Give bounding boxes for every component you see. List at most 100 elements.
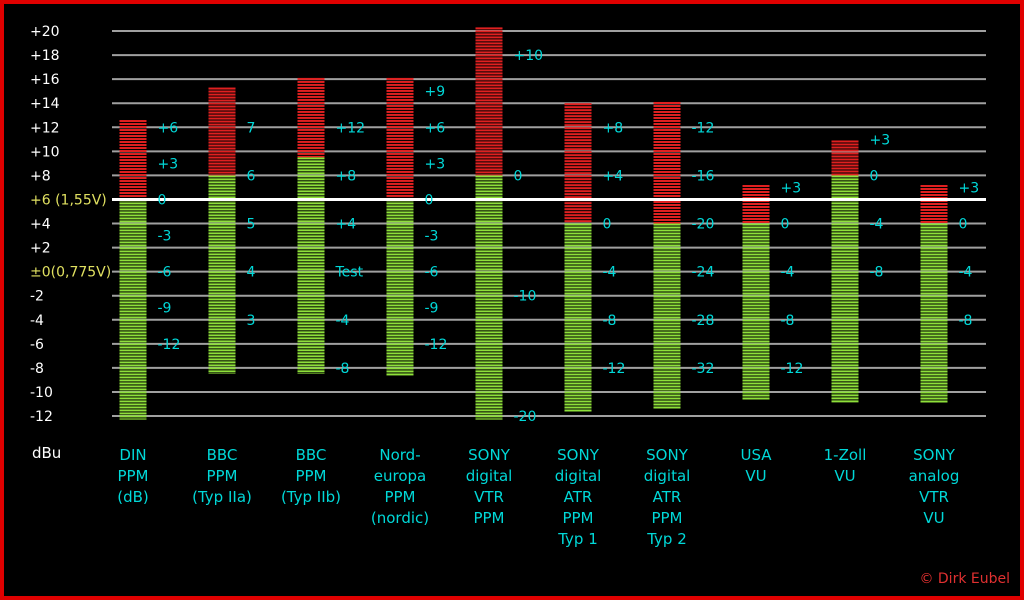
meter-scale-label: 0 — [781, 217, 790, 233]
meter-scale-label: 5 — [247, 217, 256, 233]
meter-bars — [119, 27, 948, 420]
meter-scale-label: -20 — [692, 217, 715, 233]
meter-scale-label: +10 — [514, 48, 544, 64]
meter-scale-label: -9 — [158, 301, 172, 317]
meter-scale-label: -3 — [425, 229, 439, 245]
meter-scale-label: 0 — [603, 217, 612, 233]
meter-scale-label: -12 — [425, 337, 448, 353]
meter-scale-label: +3 — [959, 180, 980, 196]
meter-scale-label: -9 — [425, 301, 439, 317]
meter-scale-label: -4 — [781, 265, 795, 281]
y-tick-label: +12 — [30, 120, 60, 136]
meter-scale-label: -10 — [514, 289, 537, 305]
y-axis-unit-label: dBu — [32, 444, 61, 462]
meter-scale-label: +8 — [603, 120, 624, 136]
y-tick-label: +6 (1,55V) — [30, 192, 107, 208]
y-tick-label: -10 — [30, 385, 53, 401]
copyright-notice: © Dirk Eubel — [919, 571, 1010, 587]
y-tick-label: -4 — [30, 313, 44, 329]
meter-scale-label: -6 — [158, 265, 172, 281]
meter-scale-label: -12 — [158, 337, 181, 353]
meter-scale-label: -20 — [514, 409, 537, 425]
meter-name: SONY digital ATR PPM Typ 1 — [555, 446, 602, 548]
y-tick-label: +16 — [30, 72, 60, 88]
meter-name: DIN PPM (dB) — [117, 446, 149, 506]
meter-scale-label: -8 — [781, 313, 795, 329]
meter-bar-red — [386, 77, 414, 200]
meter-scale-label: -8 — [870, 265, 884, 281]
meter-bar-green — [653, 223, 681, 409]
meter-bar-green — [920, 223, 948, 403]
meter-name: SONY analog VTR VU — [909, 446, 960, 527]
y-tick-label: +4 — [30, 217, 51, 233]
y-tick-label: -2 — [30, 289, 44, 305]
meter-name: BBC PPM (Typ IIb) — [281, 446, 341, 506]
meter-scale-label: +9 — [425, 84, 446, 100]
meter-bar-red — [208, 87, 236, 176]
meter-bar-red — [564, 103, 592, 223]
meter-bar-green — [297, 157, 325, 374]
meter-name: 1-Zoll VU — [824, 446, 867, 485]
meter-scale-label: 0 — [870, 168, 879, 184]
y-tick-label: +10 — [30, 144, 60, 160]
meter-scale-label: Test — [335, 265, 364, 281]
meter-scale-label: -12 — [603, 361, 626, 377]
meter-scale-label: 0 — [158, 192, 167, 208]
meter-name: SONY digital VTR PPM — [466, 446, 513, 527]
meter-bar-red — [297, 77, 325, 158]
meter-scale-label: -8 — [336, 361, 350, 377]
meter-scale-label: -4 — [870, 217, 884, 233]
meter-bar-red — [831, 140, 859, 176]
meter-bar-green — [119, 199, 147, 420]
meter-bar-green — [475, 175, 503, 420]
y-tick-label: +20 — [30, 24, 60, 40]
meter-scale-label: +3 — [425, 156, 446, 172]
meter-scale-label: +6 — [158, 120, 179, 136]
meter-bar-green — [208, 175, 236, 374]
meter-bar-green — [831, 175, 859, 403]
meter-scale-label: +8 — [336, 168, 357, 184]
meter-scale-label: +6 — [425, 120, 446, 136]
meter-scale-label: -6 — [425, 265, 439, 281]
meter-bar-red — [653, 101, 681, 224]
meter-scale-label: -8 — [959, 313, 973, 329]
meter-bar-green — [386, 199, 414, 376]
y-tick-label: +18 — [30, 48, 60, 64]
meter-bar-red — [742, 185, 770, 223]
y-tick-label: +2 — [30, 241, 51, 257]
meter-bar-red — [119, 120, 147, 200]
meter-scale-label: 0 — [514, 168, 523, 184]
meter-scale-label: 3 — [247, 313, 256, 329]
meter-scale-label: -16 — [692, 168, 715, 184]
y-axis: +20 +18 +16 +14 +12 +10 +8 +6 (1,55V) +4 +2 ±0(0,7… — [30, 24, 111, 425]
meter-scale-label: -28 — [692, 313, 715, 329]
meter-scale-label: 6 — [247, 168, 256, 184]
meter-scale-label: -8 — [603, 313, 617, 329]
y-tick-label: +8 — [30, 168, 51, 184]
meter-scale-label: -12 — [692, 120, 715, 136]
meter-scale-label: -12 — [781, 361, 804, 377]
meter-name: SONY digital ATR PPM Typ 2 — [644, 446, 691, 548]
meter-scale-label: -24 — [692, 265, 715, 281]
y-tick-label: ±0(0,775V) — [30, 265, 111, 281]
meter-name: USA VU — [740, 446, 772, 485]
meter-scale-labels: +6 +3 0 -3 -6 -9 -12 7 6 5 4 3 +12 +8 +4 Test -4 -8 +9 +6 +3… — [158, 48, 980, 425]
meter-bar-red — [920, 185, 948, 223]
meter-scale-label: +12 — [336, 120, 366, 136]
meter-scale-label: 0 — [959, 217, 968, 233]
meter-scale-label: -4 — [336, 313, 350, 329]
meter-scale-label: +4 — [603, 168, 624, 184]
meter-names: DIN PPM (dB) BBC PPM (Typ IIa) BBC PPM (Typ IIb)… — [117, 446, 959, 548]
meter-scale-label: -4 — [603, 265, 617, 281]
y-tick-label: -8 — [30, 361, 44, 377]
meter-scale-label: +3 — [781, 180, 802, 196]
meter-scale-label: 7 — [247, 120, 256, 136]
meter-scale-label: +4 — [336, 217, 357, 233]
meter-name: Nord-europa PPM (nordic) — [371, 446, 429, 527]
meter-scale-label: +3 — [158, 156, 179, 172]
meter-scale-label: -32 — [692, 361, 715, 377]
y-tick-label: -12 — [30, 409, 53, 425]
meter-scale-label: -4 — [959, 265, 973, 281]
y-tick-label: -6 — [30, 337, 44, 353]
